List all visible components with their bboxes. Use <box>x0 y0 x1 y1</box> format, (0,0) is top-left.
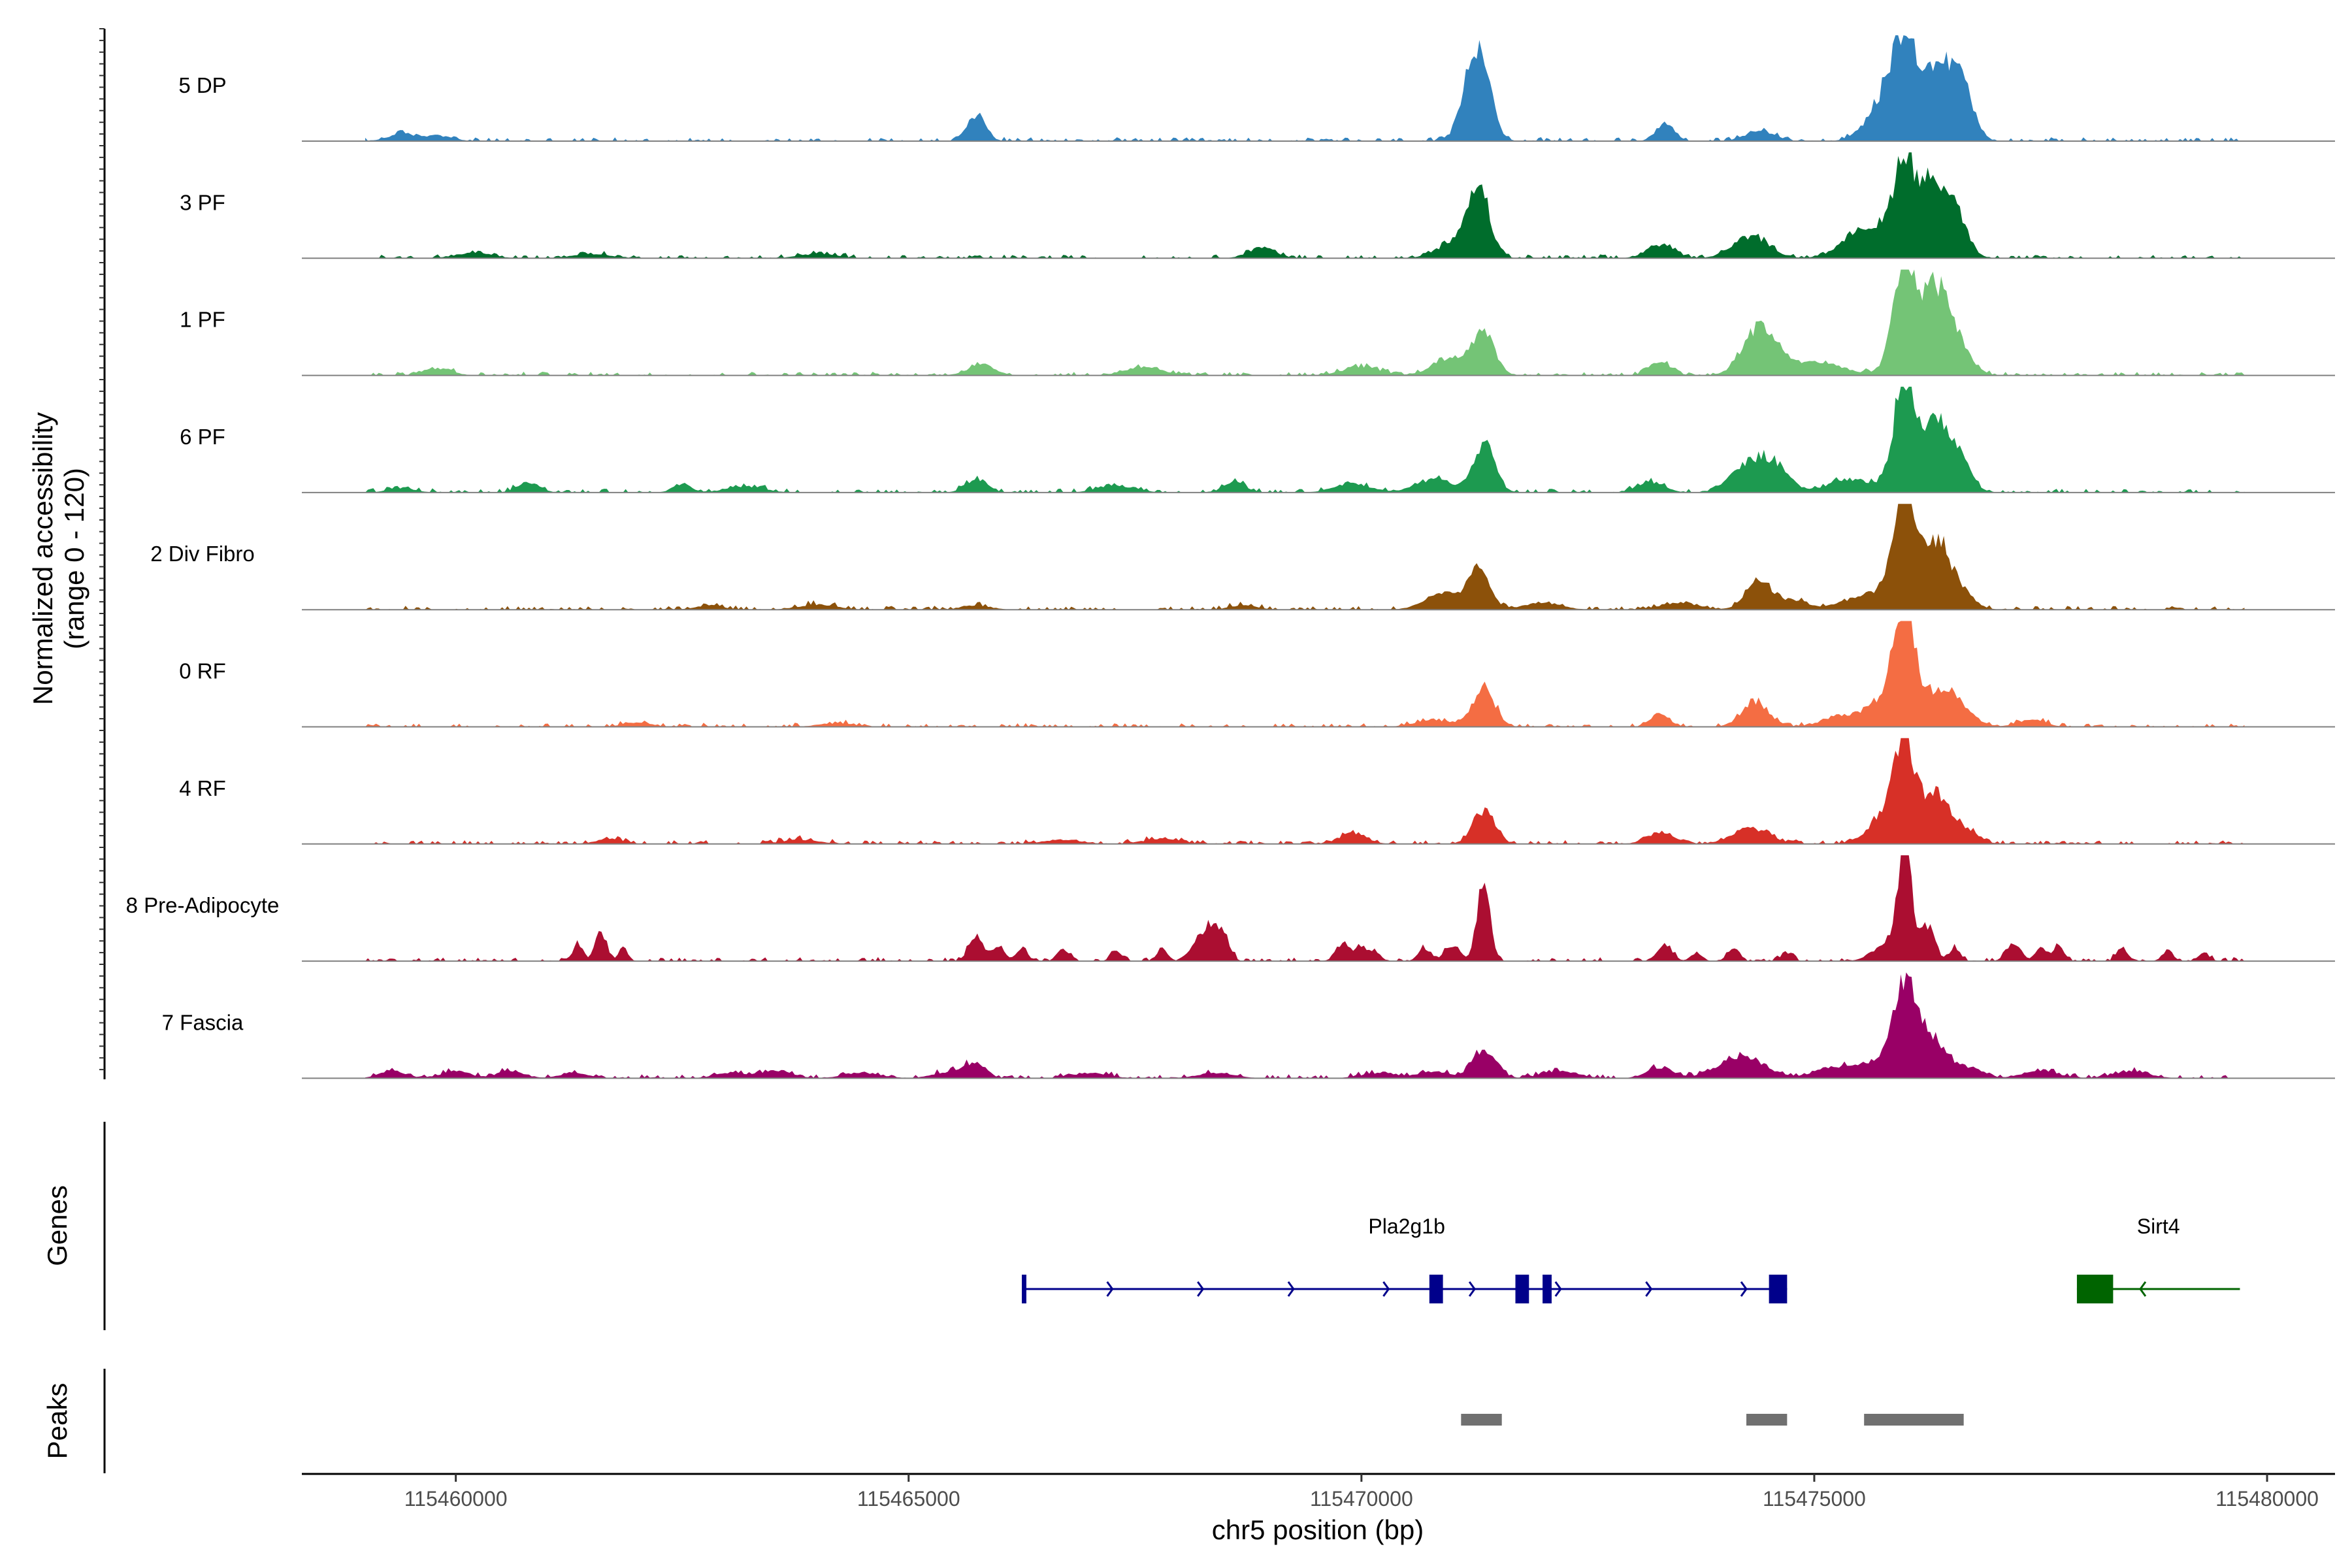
peak-region <box>1746 1414 1788 1426</box>
peak-region <box>1461 1414 1502 1426</box>
coverage-area <box>365 738 2245 844</box>
x-tick-label: 115475000 <box>1763 1487 1866 1511</box>
gene-exon <box>1543 1275 1552 1303</box>
coverage-area <box>365 855 2245 962</box>
track-label: 4 RF <box>179 776 226 800</box>
x-tick-label: 115480000 <box>2215 1487 2319 1511</box>
strand-arrow <box>1645 1281 1653 1297</box>
gene-label: Pla2g1b <box>1368 1215 1445 1238</box>
coverage-area <box>365 972 2245 1079</box>
track-label: 1 PF <box>180 308 225 332</box>
gene-exon <box>1769 1275 1788 1303</box>
strand-arrow <box>2139 1281 2147 1297</box>
gene-label: Sirt4 <box>2137 1215 2180 1238</box>
coverage-tracks: 5 DP 3 PF 1 PF 6 PF 2 Div Fibro 0 RF 4 RF 8 Pre… <box>126 35 2335 1079</box>
x-tick-label: 115460000 <box>404 1487 508 1511</box>
gene-exon <box>1515 1275 1529 1303</box>
track-label: 8 Pre-Adipocyte <box>126 893 280 917</box>
strand-arrow <box>1740 1281 1748 1297</box>
track-label: 3 PF <box>180 190 225 214</box>
coverage-area <box>365 504 2245 610</box>
strand-arrow <box>1382 1281 1390 1297</box>
strand-arrow <box>1197 1281 1205 1297</box>
peak-regions <box>1461 1414 1964 1426</box>
coverage-area <box>365 152 2245 259</box>
gene-exon <box>1022 1275 1026 1303</box>
track-label: 0 RF <box>179 659 226 683</box>
coverage-area <box>365 621 2245 727</box>
x-tick-label: 115470000 <box>1310 1487 1413 1511</box>
strand-arrow <box>1106 1281 1114 1297</box>
track-label: 7 Fascia <box>162 1010 244 1034</box>
strand-arrow <box>1554 1281 1562 1297</box>
track-label: 6 PF <box>180 425 225 449</box>
coverage-area <box>365 35 2245 141</box>
x-tick-label: 115465000 <box>857 1487 960 1511</box>
track-label: 5 DP <box>178 73 226 97</box>
y-axis-ticks <box>99 28 105 1071</box>
y-axis-range: (range 0 - 120) <box>59 468 90 649</box>
peak-region <box>1864 1414 1964 1426</box>
strand-arrow <box>1287 1281 1295 1297</box>
coverage-area <box>365 269 2245 376</box>
coverage-area <box>365 386 2245 493</box>
y-axis-title: Normalized accessibility <box>27 412 58 705</box>
genes-label: Genes <box>42 1185 73 1266</box>
x-axis-ticks: 115460000 115465000 115470000 115475000 1154… <box>404 1474 2319 1511</box>
peaks-label: Peaks <box>42 1383 73 1460</box>
strand-arrow <box>1468 1281 1476 1297</box>
gene-exon <box>2076 1275 2114 1303</box>
gene-annotations: Pla2g1b Sirt4 <box>1022 1215 2240 1303</box>
x-axis-title: chr5 position (bp) <box>1212 1514 1424 1545</box>
track-label: 2 Div Fibro <box>150 542 255 566</box>
gene-exon <box>1429 1275 1443 1303</box>
